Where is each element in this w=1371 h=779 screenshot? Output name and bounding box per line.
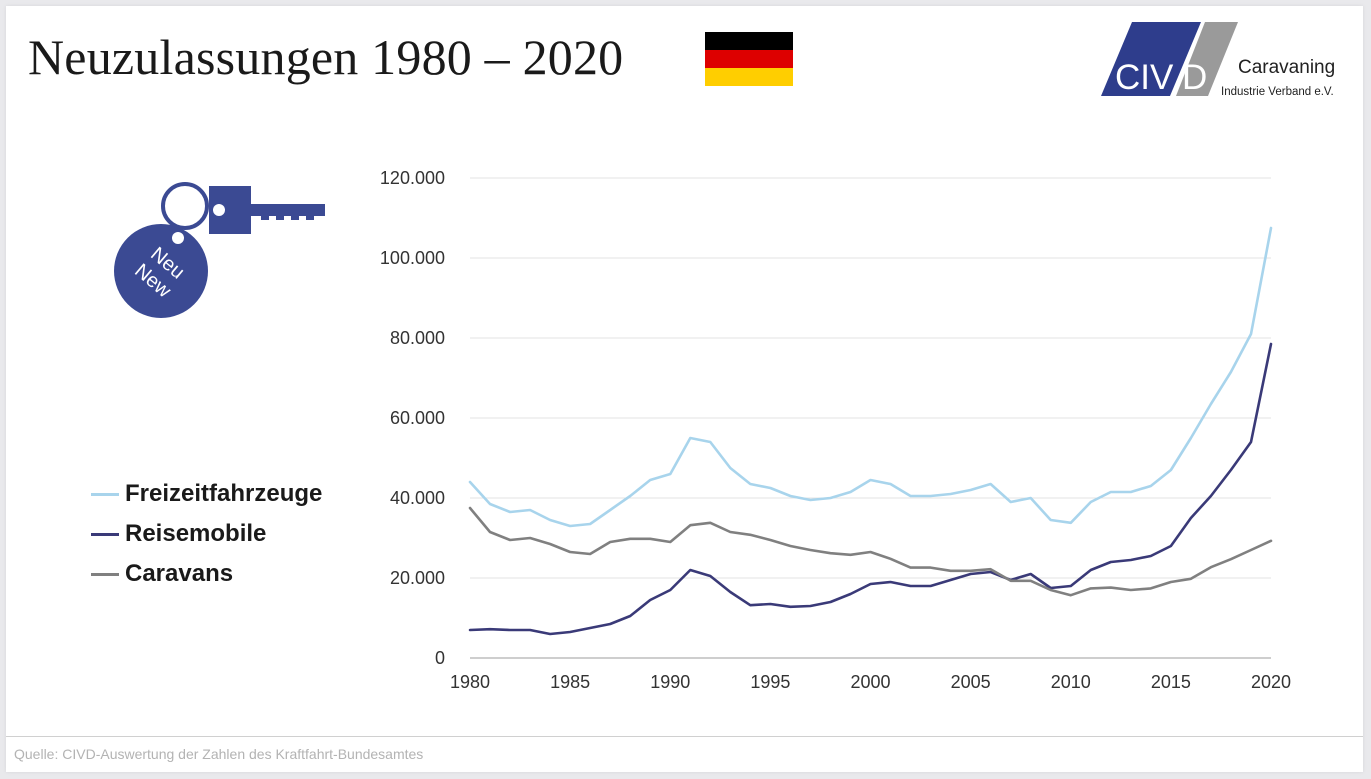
y-tick-label: 100.000 <box>380 248 445 268</box>
slide: Neuzulassungen 1980 – 2020 CIV D Caravan… <box>6 6 1363 772</box>
series-line-freizeitfahrzeuge <box>468 226 1273 528</box>
logo-letter-d: D <box>1182 58 1207 97</box>
y-tick-label: 0 <box>435 648 445 668</box>
chart-legend: Freizeitfahrzeuge Reisemobile Caravans <box>91 474 322 594</box>
legend-swatch <box>91 492 119 496</box>
key-icon: Neu New <box>114 182 325 318</box>
flag-stripe-black <box>705 32 793 50</box>
legend-label: Caravans <box>125 560 234 587</box>
legend-item-reisemobile: Reisemobile <box>91 514 322 554</box>
legend-swatch <box>91 532 119 536</box>
legend-swatch <box>91 572 119 576</box>
logo-subtitle: Industrie Verband e.V. <box>1221 86 1334 98</box>
logo-letters: CIV <box>1115 58 1174 97</box>
line-chart: 0 20.000 40.000 60.000 80.000 100.000 120.000 1… <box>380 168 1291 692</box>
flag-stripe-red <box>705 50 793 68</box>
y-tick-label: 80.000 <box>390 328 445 348</box>
flag-stripe-gold <box>705 68 793 86</box>
x-tick-label: 2015 <box>1151 672 1191 692</box>
logo-dark-parallelogram <box>1101 22 1201 96</box>
civd-logo: CIV D Caravaning Industrie Verband e.V. <box>1101 22 1335 98</box>
y-tick-label: 40.000 <box>390 488 445 508</box>
logo-grey-parallelogram <box>1176 22 1238 96</box>
y-tick-label: 20.000 <box>390 568 445 588</box>
y-tick-label: 60.000 <box>390 408 445 428</box>
x-tick-label: 1995 <box>750 672 790 692</box>
x-tick-label: 2000 <box>850 672 890 692</box>
logo-name: Caravaning <box>1238 57 1335 78</box>
x-tick-label: 2005 <box>951 672 991 692</box>
source-note: Quelle: CIVD-Auswertung der Zahlen des K… <box>14 746 424 762</box>
legend-label: Reisemobile <box>125 520 267 547</box>
y-tick-label: 120.000 <box>380 168 445 188</box>
x-tick-label: 1985 <box>550 672 590 692</box>
legend-item-caravans: Caravans <box>91 554 322 594</box>
x-tick-label: 1990 <box>650 672 690 692</box>
x-tick-label: 2020 <box>1251 672 1291 692</box>
page-title: Neuzulassungen 1980 – 2020 <box>28 29 624 85</box>
legend-label: Freizeitfahrzeuge <box>125 480 323 507</box>
german-flag-icon <box>705 32 793 86</box>
footer-divider <box>6 736 1363 737</box>
x-tick-label: 1980 <box>450 672 490 692</box>
series-line-reisemobile <box>468 342 1273 636</box>
legend-item-freizeitfahrzeuge: Freizeitfahrzeuge <box>91 474 322 514</box>
series-line-caravans <box>468 506 1273 597</box>
x-tick-label: 2010 <box>1051 672 1091 692</box>
